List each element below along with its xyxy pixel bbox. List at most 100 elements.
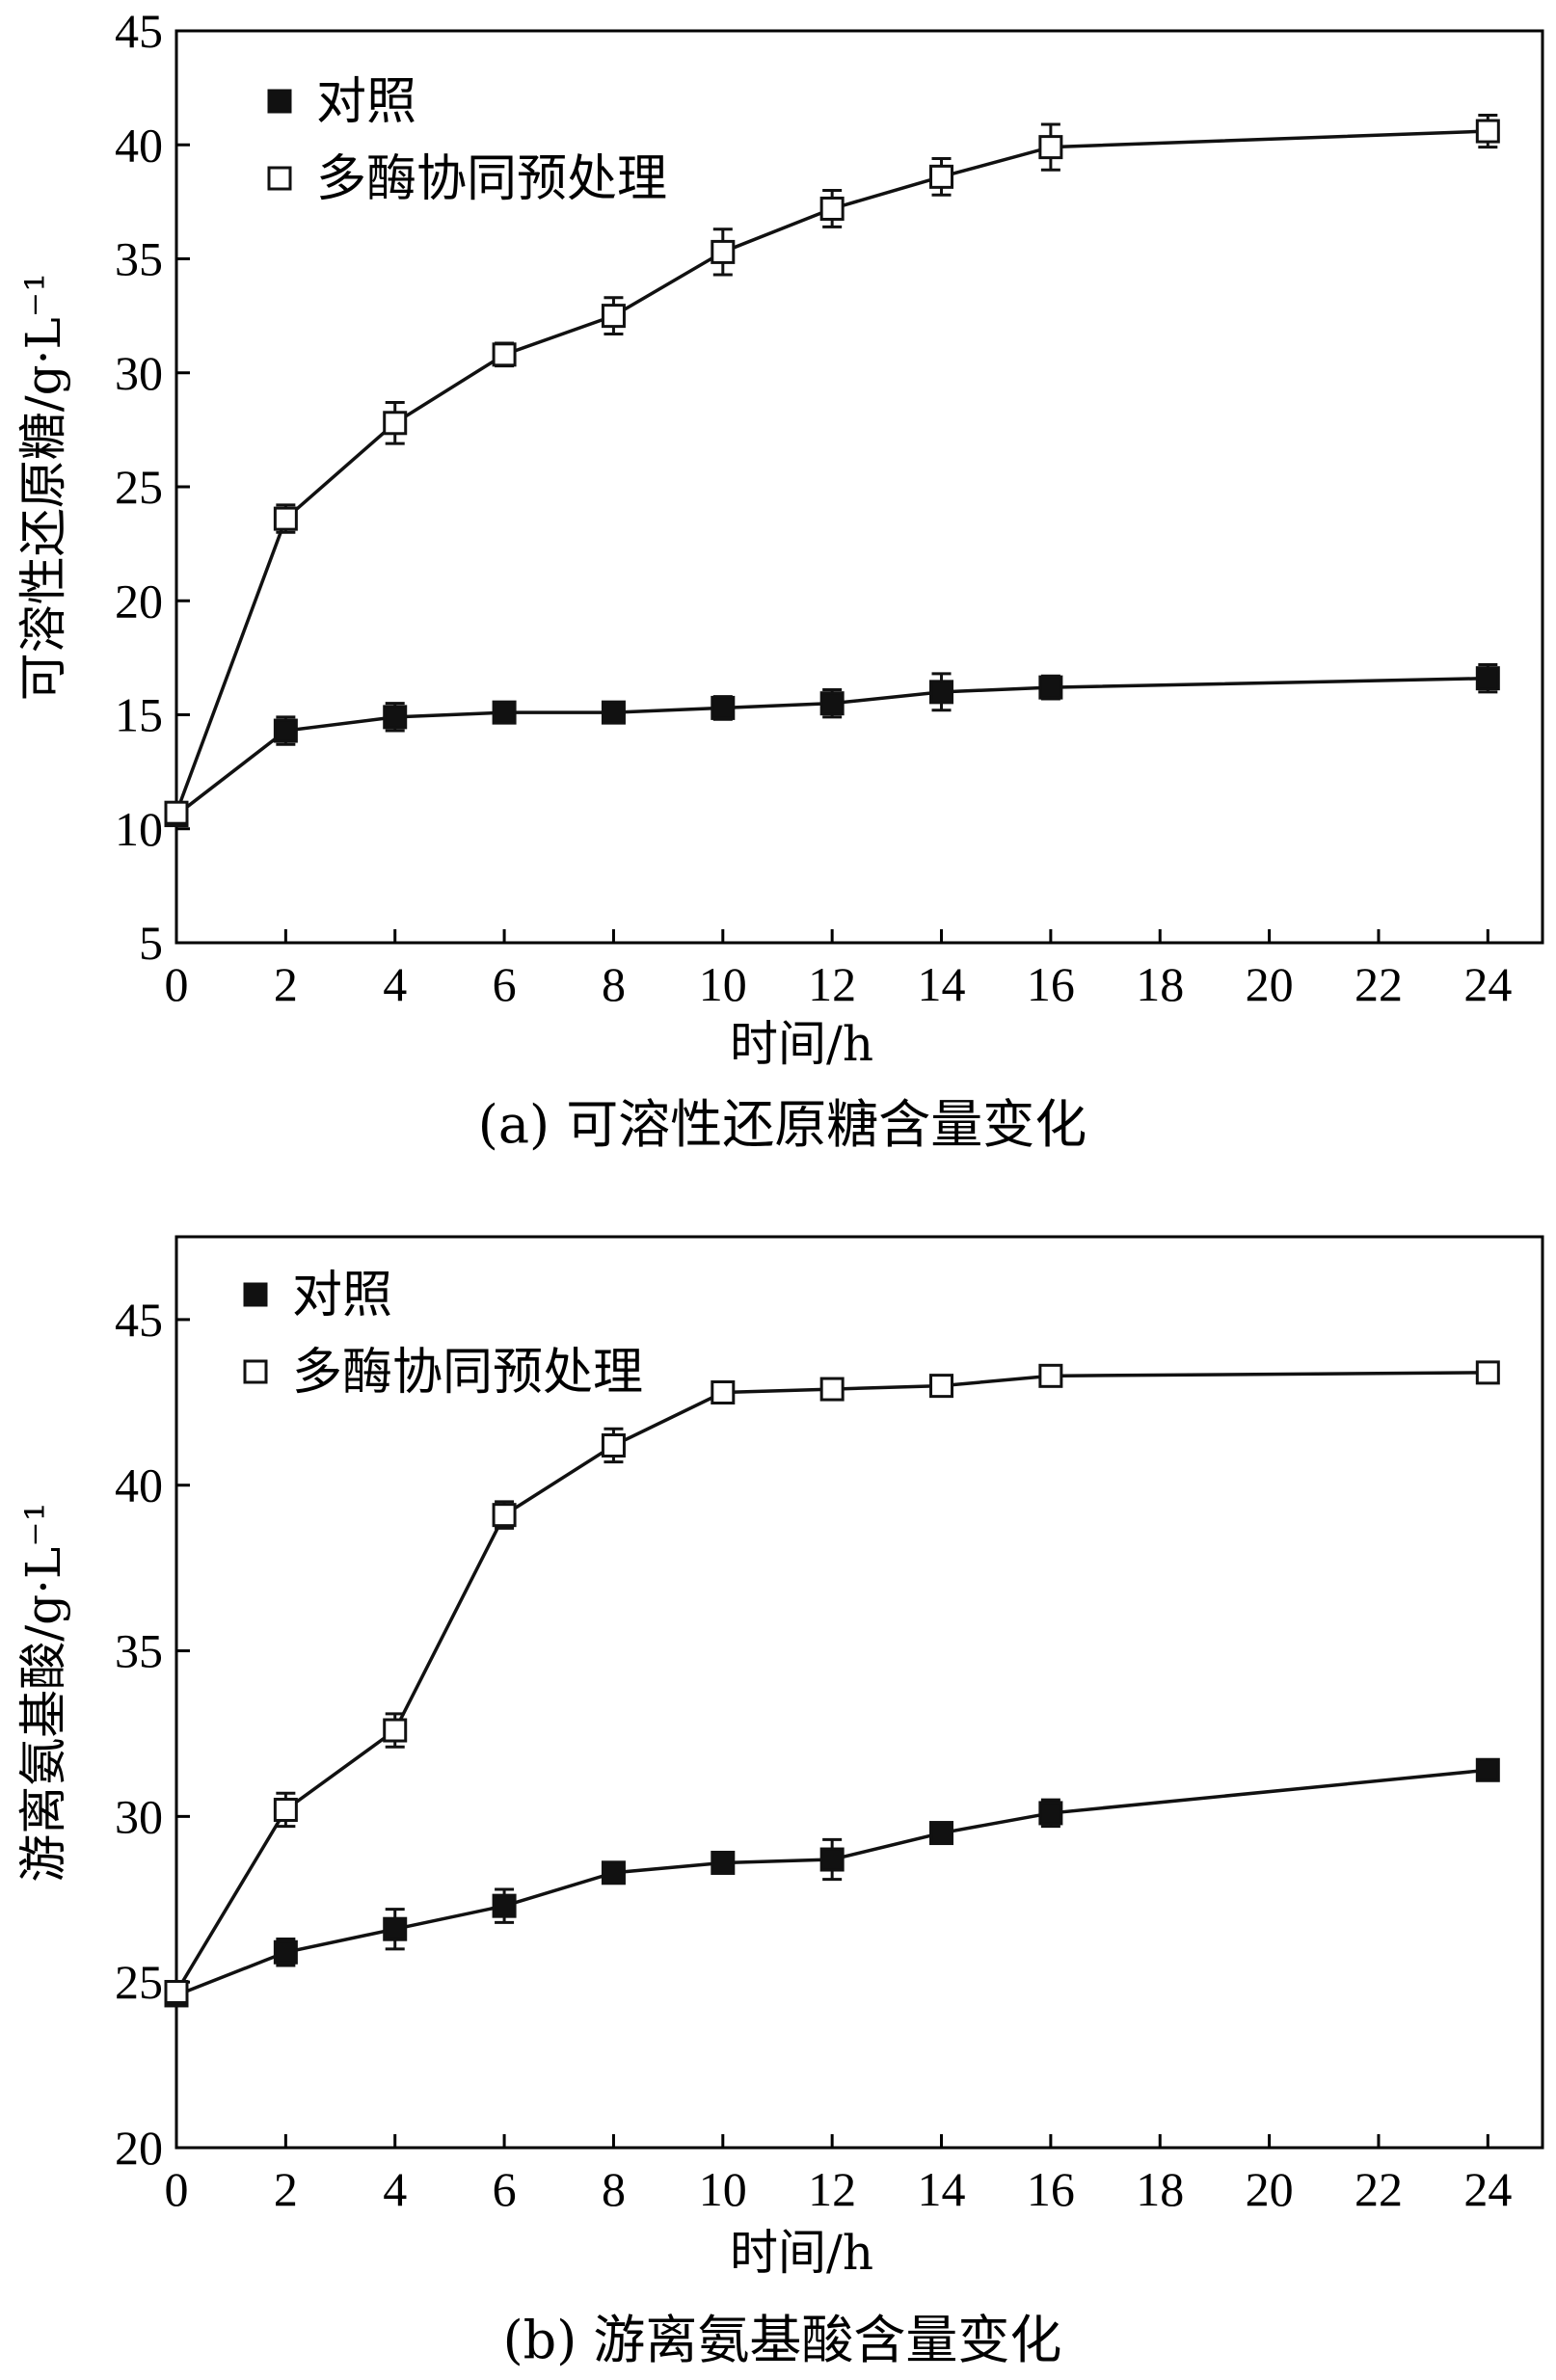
legend-label: 对照 xyxy=(292,1267,392,1324)
series-control xyxy=(164,662,1500,828)
data-point xyxy=(601,700,626,725)
data-point xyxy=(492,1893,517,1918)
data-point xyxy=(1475,1360,1500,1385)
data-point xyxy=(819,691,845,716)
data-point xyxy=(1475,666,1500,691)
y-tick-label: 15 xyxy=(115,688,163,742)
y-tick-label: 30 xyxy=(115,1789,163,1843)
data-point xyxy=(601,1860,626,1885)
series-multi-enzyme xyxy=(164,1360,1500,2004)
x-tick-label: 2 xyxy=(274,957,298,1011)
legend-marker xyxy=(267,89,292,114)
y-tick-label: 10 xyxy=(115,802,163,856)
data-point xyxy=(383,1718,408,1743)
chart-caption: (a) 可溶性还原糖含量变化 xyxy=(478,1094,1087,1155)
y-tick-label: 40 xyxy=(115,1458,163,1512)
data-point xyxy=(601,304,626,329)
data-point xyxy=(819,1377,845,1402)
data-point xyxy=(383,705,408,730)
data-point xyxy=(383,1916,408,1941)
x-tick-label: 12 xyxy=(808,957,856,1011)
x-tick-label: 24 xyxy=(1463,2162,1512,2216)
x-tick-label: 24 xyxy=(1463,957,1512,1011)
x-tick-label: 10 xyxy=(699,957,747,1011)
data-point xyxy=(383,411,408,436)
data-point xyxy=(711,1380,736,1405)
x-axis-title: 时间/h xyxy=(730,1016,873,1072)
x-tick-label: 2 xyxy=(274,2162,298,2216)
data-point xyxy=(273,506,298,531)
data-point xyxy=(929,1821,954,1846)
legend-label: 对照 xyxy=(316,73,416,131)
legend-marker xyxy=(243,1282,268,1307)
y-tick-label: 25 xyxy=(115,460,163,514)
y-tick-label: 40 xyxy=(115,118,163,172)
x-tick-label: 0 xyxy=(165,957,189,1011)
y-tick-label: 45 xyxy=(115,1293,163,1347)
data-point xyxy=(492,342,517,367)
legend-label: 多酶协同预处理 xyxy=(292,1344,643,1402)
y-tick-label: 45 xyxy=(115,4,163,58)
y-tick-label: 35 xyxy=(115,1624,163,1678)
x-tick-label: 14 xyxy=(918,2162,966,2216)
y-tick-label: 20 xyxy=(115,574,163,628)
data-point xyxy=(929,164,954,189)
data-point xyxy=(601,1432,626,1457)
x-tick-label: 20 xyxy=(1246,2162,1294,2216)
series-line xyxy=(174,129,1489,814)
x-tick-label: 14 xyxy=(918,957,966,1011)
x-tick-label: 8 xyxy=(602,2162,626,2216)
x-tick-label: 12 xyxy=(808,2162,856,2216)
x-tick-label: 10 xyxy=(699,2162,747,2216)
x-tick-label: 18 xyxy=(1136,957,1184,1011)
data-point xyxy=(1475,1757,1500,1782)
data-point xyxy=(819,196,845,221)
y-tick-label: 30 xyxy=(115,346,163,400)
chart-b: 0 2 4 6 8 10 12 14 16 18 20 22 24202530354045时间/h游离氨… xyxy=(15,1235,1544,2370)
plot-frame xyxy=(174,1235,1544,2150)
x-axis-title: 时间/h xyxy=(730,2225,873,2281)
data-point xyxy=(273,1939,298,1965)
y-tick-label: 35 xyxy=(115,232,163,286)
chart-caption: (b) 游离氨基酸含量变化 xyxy=(503,2310,1062,2370)
legend-marker xyxy=(267,166,292,191)
data-point xyxy=(1475,119,1500,144)
legend-marker xyxy=(243,1359,268,1384)
x-tick-label: 8 xyxy=(602,957,626,1011)
data-point xyxy=(1038,1801,1063,1826)
y-axis-title: 可溶性还原糖/g·L⁻¹ xyxy=(15,273,71,701)
y-tick-label: 20 xyxy=(115,2121,163,2175)
x-tick-label: 0 xyxy=(165,2162,189,2216)
series-control xyxy=(164,1757,1500,2008)
x-tick-label: 16 xyxy=(1027,2162,1075,2216)
data-point xyxy=(1038,135,1063,160)
data-point xyxy=(929,1374,954,1399)
chart-a: 0 2 4 6 8 10 12 14 16 18 20 22 2451015202530354045时间… xyxy=(15,4,1544,1155)
y-tick-label: 25 xyxy=(115,1955,163,2009)
x-tick-label: 18 xyxy=(1136,2162,1184,2216)
series-line xyxy=(174,676,1489,816)
data-point xyxy=(164,1979,189,2004)
series-multi-enzyme xyxy=(164,114,1500,825)
series-line xyxy=(175,1768,1489,1997)
data-point xyxy=(273,1797,298,1822)
x-tick-label: 4 xyxy=(383,957,407,1011)
legend-label: 多酶协同预处理 xyxy=(316,150,667,208)
x-tick-label: 6 xyxy=(493,2162,517,2216)
data-point xyxy=(819,1847,845,1872)
data-point xyxy=(164,800,189,825)
y-axis-title: 游离氨基酸/g·L⁻¹ xyxy=(15,1502,71,1882)
data-point xyxy=(711,239,736,264)
x-tick-label: 4 xyxy=(383,2162,407,2216)
x-tick-label: 16 xyxy=(1027,957,1075,1011)
data-point xyxy=(711,1850,736,1875)
x-tick-label: 6 xyxy=(493,957,517,1011)
series-line xyxy=(174,1371,1489,1993)
data-point xyxy=(711,695,736,720)
data-point xyxy=(492,1503,517,1528)
x-tick-label: 22 xyxy=(1355,2162,1403,2216)
data-point xyxy=(1038,675,1063,700)
data-point xyxy=(492,700,517,725)
